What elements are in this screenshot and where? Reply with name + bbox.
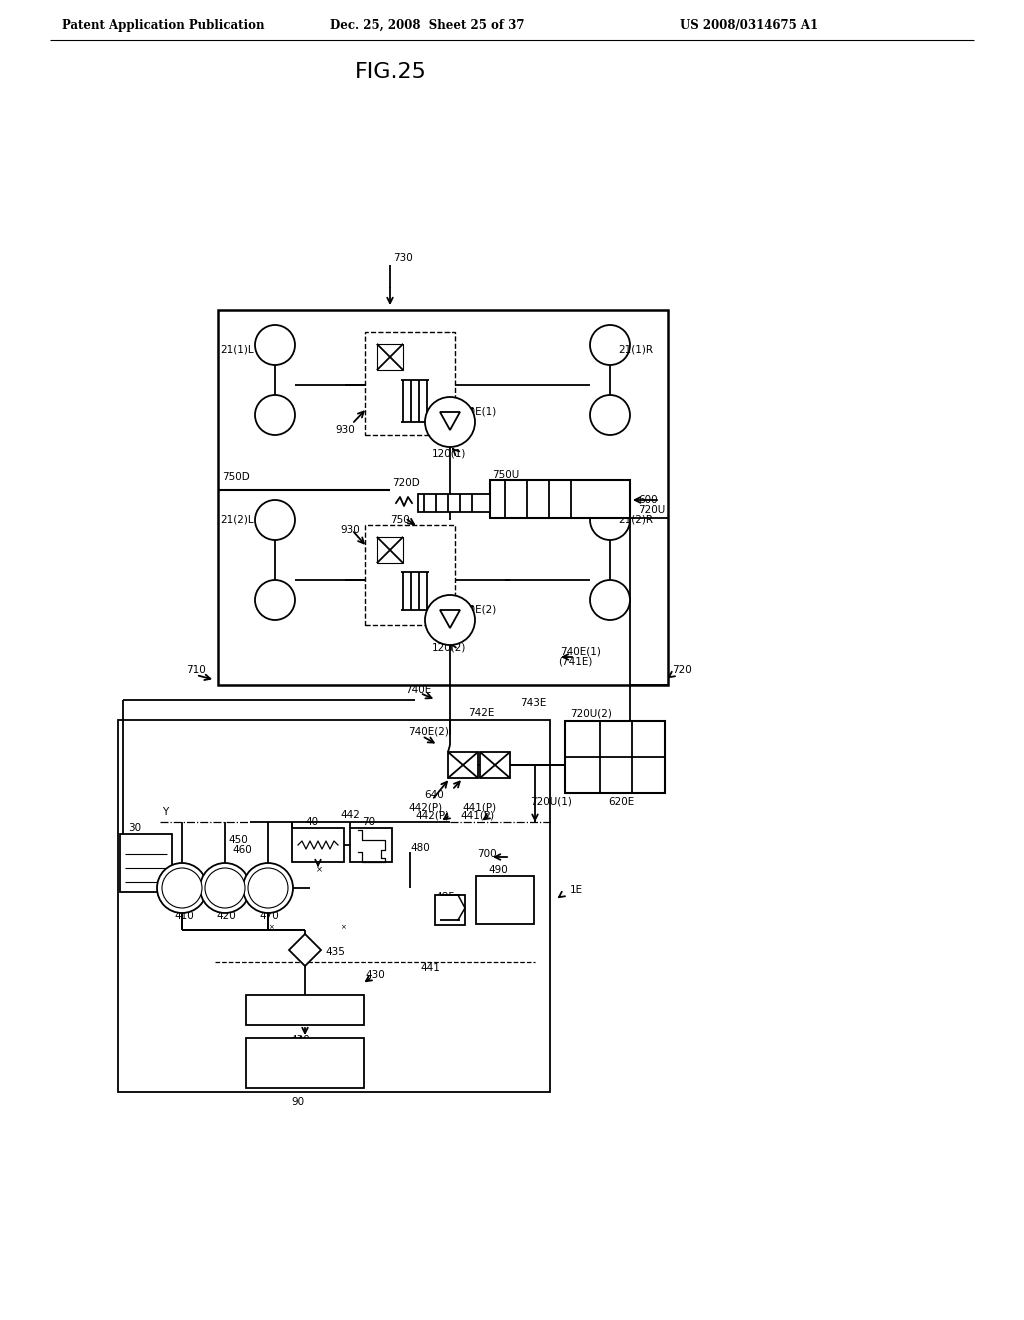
Bar — [435, 895, 465, 925]
Bar — [565, 721, 665, 793]
Text: 740E(1): 740E(1) — [560, 647, 601, 657]
Text: 740E(2): 740E(2) — [408, 727, 449, 737]
Bar — [377, 345, 403, 370]
Text: 740E: 740E — [406, 685, 431, 696]
Text: 450: 450 — [228, 836, 248, 845]
Text: US 2008/0314675 A1: US 2008/0314675 A1 — [680, 18, 818, 32]
Text: FIG.25: FIG.25 — [355, 62, 427, 82]
Bar — [246, 1038, 364, 1088]
Bar — [292, 828, 344, 862]
Text: 441: 441 — [420, 964, 440, 973]
Text: 750: 750 — [390, 515, 410, 525]
Text: 50E(1): 50E(1) — [462, 407, 497, 417]
Text: 720U: 720U — [638, 506, 666, 515]
Text: Y: Y — [162, 807, 168, 817]
Text: 730: 730 — [393, 253, 413, 263]
Circle shape — [157, 863, 207, 913]
Bar — [350, 828, 392, 862]
Text: Y: Y — [175, 870, 180, 879]
Bar — [480, 752, 510, 777]
Polygon shape — [440, 610, 460, 628]
Circle shape — [248, 869, 288, 908]
Text: 442: 442 — [340, 810, 359, 820]
Text: 750D: 750D — [222, 473, 250, 482]
Bar — [120, 834, 172, 892]
Text: 435: 435 — [325, 946, 345, 957]
Text: 485: 485 — [435, 892, 455, 902]
Text: Dec. 25, 2008  Sheet 25 of 37: Dec. 25, 2008 Sheet 25 of 37 — [330, 18, 524, 32]
Text: 90: 90 — [292, 1097, 304, 1107]
Text: 120(2): 120(2) — [432, 642, 466, 652]
Text: 441(P): 441(P) — [462, 803, 496, 813]
Circle shape — [590, 325, 630, 366]
Text: 470: 470 — [259, 911, 279, 921]
Circle shape — [255, 500, 295, 540]
Text: 743E: 743E — [520, 698, 547, 708]
Text: 410: 410 — [174, 911, 194, 921]
Text: ×: × — [340, 924, 346, 931]
Bar — [490, 480, 630, 517]
Text: 750U: 750U — [492, 470, 519, 480]
Text: 441(P): 441(P) — [460, 810, 495, 820]
Text: 50E(2): 50E(2) — [462, 605, 497, 615]
Text: 430: 430 — [290, 1035, 309, 1045]
Text: 600: 600 — [638, 495, 657, 506]
Bar — [246, 995, 364, 1026]
Circle shape — [255, 579, 295, 620]
Text: Y: Y — [175, 865, 181, 875]
Circle shape — [425, 595, 475, 645]
Circle shape — [200, 863, 250, 913]
Bar — [118, 719, 550, 1092]
Polygon shape — [289, 935, 321, 966]
Bar — [476, 876, 534, 924]
Text: 30: 30 — [128, 822, 141, 833]
Text: 442(P): 442(P) — [415, 810, 450, 820]
Text: 460: 460 — [232, 845, 252, 855]
Circle shape — [590, 579, 630, 620]
Circle shape — [255, 325, 295, 366]
Text: 442(P): 442(P) — [408, 803, 442, 813]
Bar — [418, 494, 490, 512]
Text: 930: 930 — [335, 425, 354, 436]
Bar — [365, 525, 455, 624]
Circle shape — [243, 863, 293, 913]
Text: 40: 40 — [305, 817, 318, 828]
Text: 21(1)R: 21(1)R — [618, 345, 653, 355]
Text: 720: 720 — [672, 665, 692, 675]
Text: 620E: 620E — [608, 797, 634, 807]
Text: 480: 480 — [410, 843, 430, 853]
Text: 430: 430 — [365, 970, 385, 979]
Text: 930: 930 — [340, 525, 359, 535]
Bar — [449, 752, 478, 777]
Bar — [377, 537, 403, 564]
Text: 21(2)L: 21(2)L — [220, 515, 254, 525]
Text: 720U(1): 720U(1) — [530, 797, 571, 807]
Circle shape — [590, 500, 630, 540]
Text: 420: 420 — [216, 911, 236, 921]
Text: 700: 700 — [477, 849, 497, 859]
Text: 21(2)R: 21(2)R — [618, 515, 653, 525]
Circle shape — [255, 395, 295, 436]
Text: 120(1): 120(1) — [432, 449, 466, 459]
Text: ×: × — [316, 866, 323, 874]
Text: (741E): (741E) — [558, 657, 592, 667]
Text: 1E: 1E — [570, 884, 583, 895]
Text: Patent Application Publication: Patent Application Publication — [62, 18, 264, 32]
Bar — [365, 333, 455, 436]
Text: 710: 710 — [186, 665, 206, 675]
Text: 70: 70 — [362, 817, 375, 828]
Text: ×: × — [268, 924, 273, 931]
Text: 640: 640 — [424, 789, 443, 800]
Circle shape — [425, 397, 475, 447]
Circle shape — [205, 869, 245, 908]
Text: 720U(2): 720U(2) — [570, 709, 612, 719]
Text: 720D: 720D — [392, 478, 420, 488]
Text: 742E: 742E — [468, 708, 495, 718]
Circle shape — [590, 395, 630, 436]
Polygon shape — [440, 412, 460, 430]
Circle shape — [162, 869, 202, 908]
Text: 490: 490 — [488, 865, 508, 875]
Bar — [218, 310, 668, 685]
Text: 21(1)L: 21(1)L — [220, 345, 254, 355]
